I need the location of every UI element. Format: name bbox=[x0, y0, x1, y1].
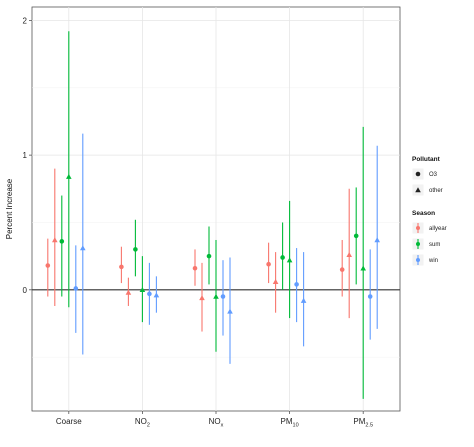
point-estimate bbox=[339, 267, 345, 272]
series-win-other bbox=[80, 133, 380, 364]
point-estimate bbox=[360, 265, 366, 271]
point-estimate bbox=[294, 282, 299, 287]
point-estimate bbox=[73, 286, 79, 291]
legend-title-season: Season bbox=[412, 210, 435, 217]
point-estimate bbox=[66, 173, 72, 179]
y-tick-label: 1 bbox=[23, 151, 28, 160]
point-estimate bbox=[59, 239, 65, 244]
legend-key-point bbox=[416, 258, 420, 262]
legend-label: win bbox=[428, 258, 438, 264]
legend-key-circle bbox=[415, 171, 421, 177]
y-tick-label: 0 bbox=[23, 286, 28, 295]
point-estimate bbox=[199, 295, 205, 301]
legend-label: O3 bbox=[429, 172, 438, 178]
point-estimate bbox=[125, 289, 132, 295]
point-estimate bbox=[266, 261, 271, 267]
point-estimate bbox=[367, 294, 373, 299]
series-allyear-other bbox=[52, 168, 352, 332]
x-tick-label: NOx bbox=[209, 417, 224, 429]
point-estimate bbox=[220, 294, 226, 299]
point-estimate bbox=[119, 264, 124, 270]
legend-label: other bbox=[429, 188, 443, 194]
legend-key-point bbox=[416, 226, 420, 230]
legend-key-triangle bbox=[415, 187, 421, 193]
point-estimate bbox=[272, 278, 279, 284]
point-estimate bbox=[139, 287, 146, 293]
point-estimate bbox=[353, 233, 359, 239]
point-estimate bbox=[213, 293, 219, 299]
legend-label: sum bbox=[429, 242, 440, 248]
legend-key-point bbox=[416, 242, 420, 246]
point-estimate bbox=[346, 251, 352, 258]
point-estimate bbox=[192, 265, 198, 271]
x-tick-label: NO2 bbox=[135, 417, 150, 429]
point-estimate bbox=[80, 245, 86, 251]
point-estimate bbox=[45, 263, 51, 268]
point-estimate bbox=[374, 237, 380, 243]
point-estimate bbox=[286, 257, 293, 263]
point-estimate bbox=[280, 255, 285, 260]
series-allyear-O3 bbox=[45, 238, 345, 297]
y-axis: 0 1 2 bbox=[23, 16, 32, 295]
series-win-O3 bbox=[73, 245, 373, 340]
x-tick-label: Coarse bbox=[56, 417, 82, 426]
point-estimate bbox=[133, 247, 138, 252]
point-estimate bbox=[153, 292, 160, 298]
legend: Pollutant O3 other Season allyear sum win bbox=[411, 156, 447, 267]
legend-label: allyear bbox=[429, 226, 447, 232]
y-axis-title: Percent Increase bbox=[5, 178, 14, 239]
point-estimate bbox=[52, 237, 58, 243]
series-sum-O3 bbox=[59, 187, 359, 297]
point-estimate bbox=[147, 291, 152, 297]
legend-title-pollutant: Pollutant bbox=[412, 156, 441, 163]
series-sum-other bbox=[66, 31, 366, 399]
point-estimate bbox=[300, 297, 307, 303]
x-tick-label: PM10 bbox=[281, 417, 299, 429]
data-marks bbox=[45, 31, 380, 399]
x-tick-label: PM2.5 bbox=[353, 417, 373, 429]
x-axis: Coarse NO2 NOx PM10 PM2.5 bbox=[56, 411, 373, 429]
y-tick-label: 2 bbox=[23, 16, 28, 25]
point-estimate bbox=[227, 308, 233, 314]
point-estimate bbox=[206, 253, 212, 259]
